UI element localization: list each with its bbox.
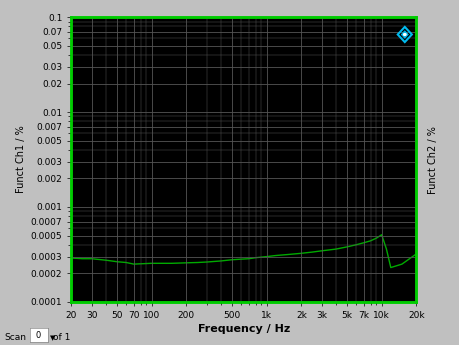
Y-axis label: Funct Ch1 / %: Funct Ch1 / % xyxy=(17,126,27,194)
Y-axis label: Funct Ch2 / %: Funct Ch2 / % xyxy=(427,126,437,194)
Text: 0: 0 xyxy=(35,331,40,340)
Text: of 1: of 1 xyxy=(53,333,70,342)
Text: Scan: Scan xyxy=(5,333,27,342)
Text: ▼: ▼ xyxy=(50,336,55,342)
X-axis label: Frequency / Hz: Frequency / Hz xyxy=(197,324,289,334)
